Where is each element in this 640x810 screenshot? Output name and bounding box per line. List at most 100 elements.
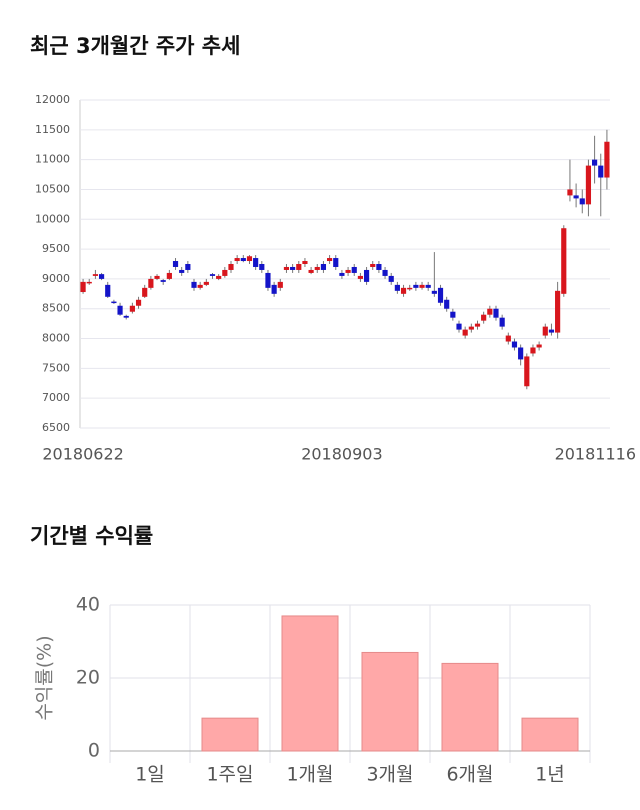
candle-body: [548, 329, 555, 333]
candle-body: [185, 264, 191, 270]
candle-body: [123, 315, 129, 318]
candle-body: [388, 275, 394, 282]
y-tick-label: 40: [76, 594, 100, 616]
candle-body: [203, 281, 209, 285]
candle-body: [308, 269, 314, 273]
candle-body: [129, 305, 135, 312]
y-tick-label: 10000: [35, 212, 70, 225]
candle-body: [493, 308, 499, 318]
x-tick-label: 3개월: [366, 764, 413, 786]
chart-title: 최근 3개월간 주가 추세: [30, 34, 240, 58]
candle-body: [604, 141, 610, 178]
x-tick-label: 1일: [135, 764, 165, 786]
x-tick-label: 20180903: [301, 445, 382, 464]
candle-body: [382, 269, 388, 276]
candle-body: [419, 284, 425, 288]
candle-body: [487, 308, 493, 315]
y-tick-label: 7500: [42, 361, 70, 374]
y-tick-label: 9500: [42, 242, 70, 255]
candle-body: [179, 269, 185, 273]
x-tick-label: 6개월: [446, 764, 493, 786]
candle-body: [598, 165, 604, 178]
candle-body: [290, 266, 296, 270]
candle-body: [148, 278, 154, 288]
candle-body: [327, 258, 333, 262]
bar: [441, 662, 499, 752]
candle-body: [160, 280, 166, 282]
x-tick-label: 1주일: [206, 764, 253, 786]
candle-body: [561, 228, 567, 294]
candle-body: [579, 198, 585, 205]
candle-body: [265, 272, 271, 288]
y-tick-label: 11000: [35, 153, 70, 166]
x-tick-label: 1개월: [286, 764, 333, 786]
candle-body: [142, 287, 148, 297]
candle-body: [234, 258, 240, 262]
y-tick-label: 9000: [42, 272, 70, 285]
candle-body: [246, 256, 253, 262]
candle-body: [431, 290, 437, 294]
candle-body: [351, 266, 357, 273]
candle-body: [592, 159, 598, 166]
candle-body: [253, 258, 259, 267]
y-tick-label: 7000: [42, 391, 70, 404]
candle-body: [98, 274, 105, 279]
bar: [361, 651, 419, 752]
candle-body: [191, 281, 197, 288]
x-tick-label: 1년: [535, 764, 565, 786]
candle-body: [462, 329, 468, 336]
candle-body: [105, 284, 111, 297]
candle-body: [511, 341, 518, 348]
y-axis-label: 수익률(%): [34, 635, 56, 720]
candle-body: [542, 326, 548, 336]
candle-body: [573, 195, 579, 199]
candle-body: [197, 284, 203, 288]
candle-body: [271, 284, 277, 294]
candle-body: [585, 165, 592, 205]
candle-body: [240, 258, 246, 262]
candle-body: [154, 275, 160, 279]
candle-body: [370, 264, 376, 267]
candle-body: [117, 305, 123, 315]
y-tick-label: 8500: [42, 302, 70, 315]
candle-body: [468, 326, 474, 330]
candle-body: [296, 264, 302, 270]
y-tick-label: 11500: [35, 123, 70, 136]
candle-body: [166, 272, 172, 279]
candle-body: [536, 344, 542, 348]
candle-body: [172, 261, 179, 267]
candle-body: [444, 299, 450, 309]
y-tick-label: 12000: [35, 93, 70, 106]
candle-body: [474, 323, 481, 327]
candle-body: [505, 335, 511, 342]
candle-body: [111, 301, 117, 304]
candle-body: [302, 261, 308, 264]
bar: [281, 615, 339, 752]
chart-title: 기간별 수익률: [30, 524, 153, 548]
candle-body: [339, 272, 345, 276]
x-tick-label: 20180622: [42, 445, 123, 464]
x-tick-label: 20181116: [555, 445, 636, 464]
candle-body: [228, 264, 234, 270]
candle-body: [363, 269, 370, 282]
candle-body: [530, 347, 536, 354]
candle-body: [394, 284, 400, 291]
candle-body: [376, 264, 382, 270]
bar: [201, 717, 259, 752]
candle-body: [481, 314, 487, 321]
candle-body: [456, 323, 462, 330]
candle-body: [277, 281, 283, 288]
candle-body: [135, 299, 142, 306]
candle-body: [222, 269, 228, 276]
candle-body: [357, 275, 363, 279]
candle-body: [283, 266, 290, 270]
y-tick-label: 8000: [42, 332, 70, 345]
candle-body: [209, 274, 216, 276]
candle-body: [345, 269, 351, 273]
candle-body: [259, 264, 265, 270]
candle-body: [518, 347, 524, 360]
candle-body: [499, 317, 505, 327]
candle-body: [216, 275, 222, 279]
y-tick-label: 20: [76, 667, 100, 689]
